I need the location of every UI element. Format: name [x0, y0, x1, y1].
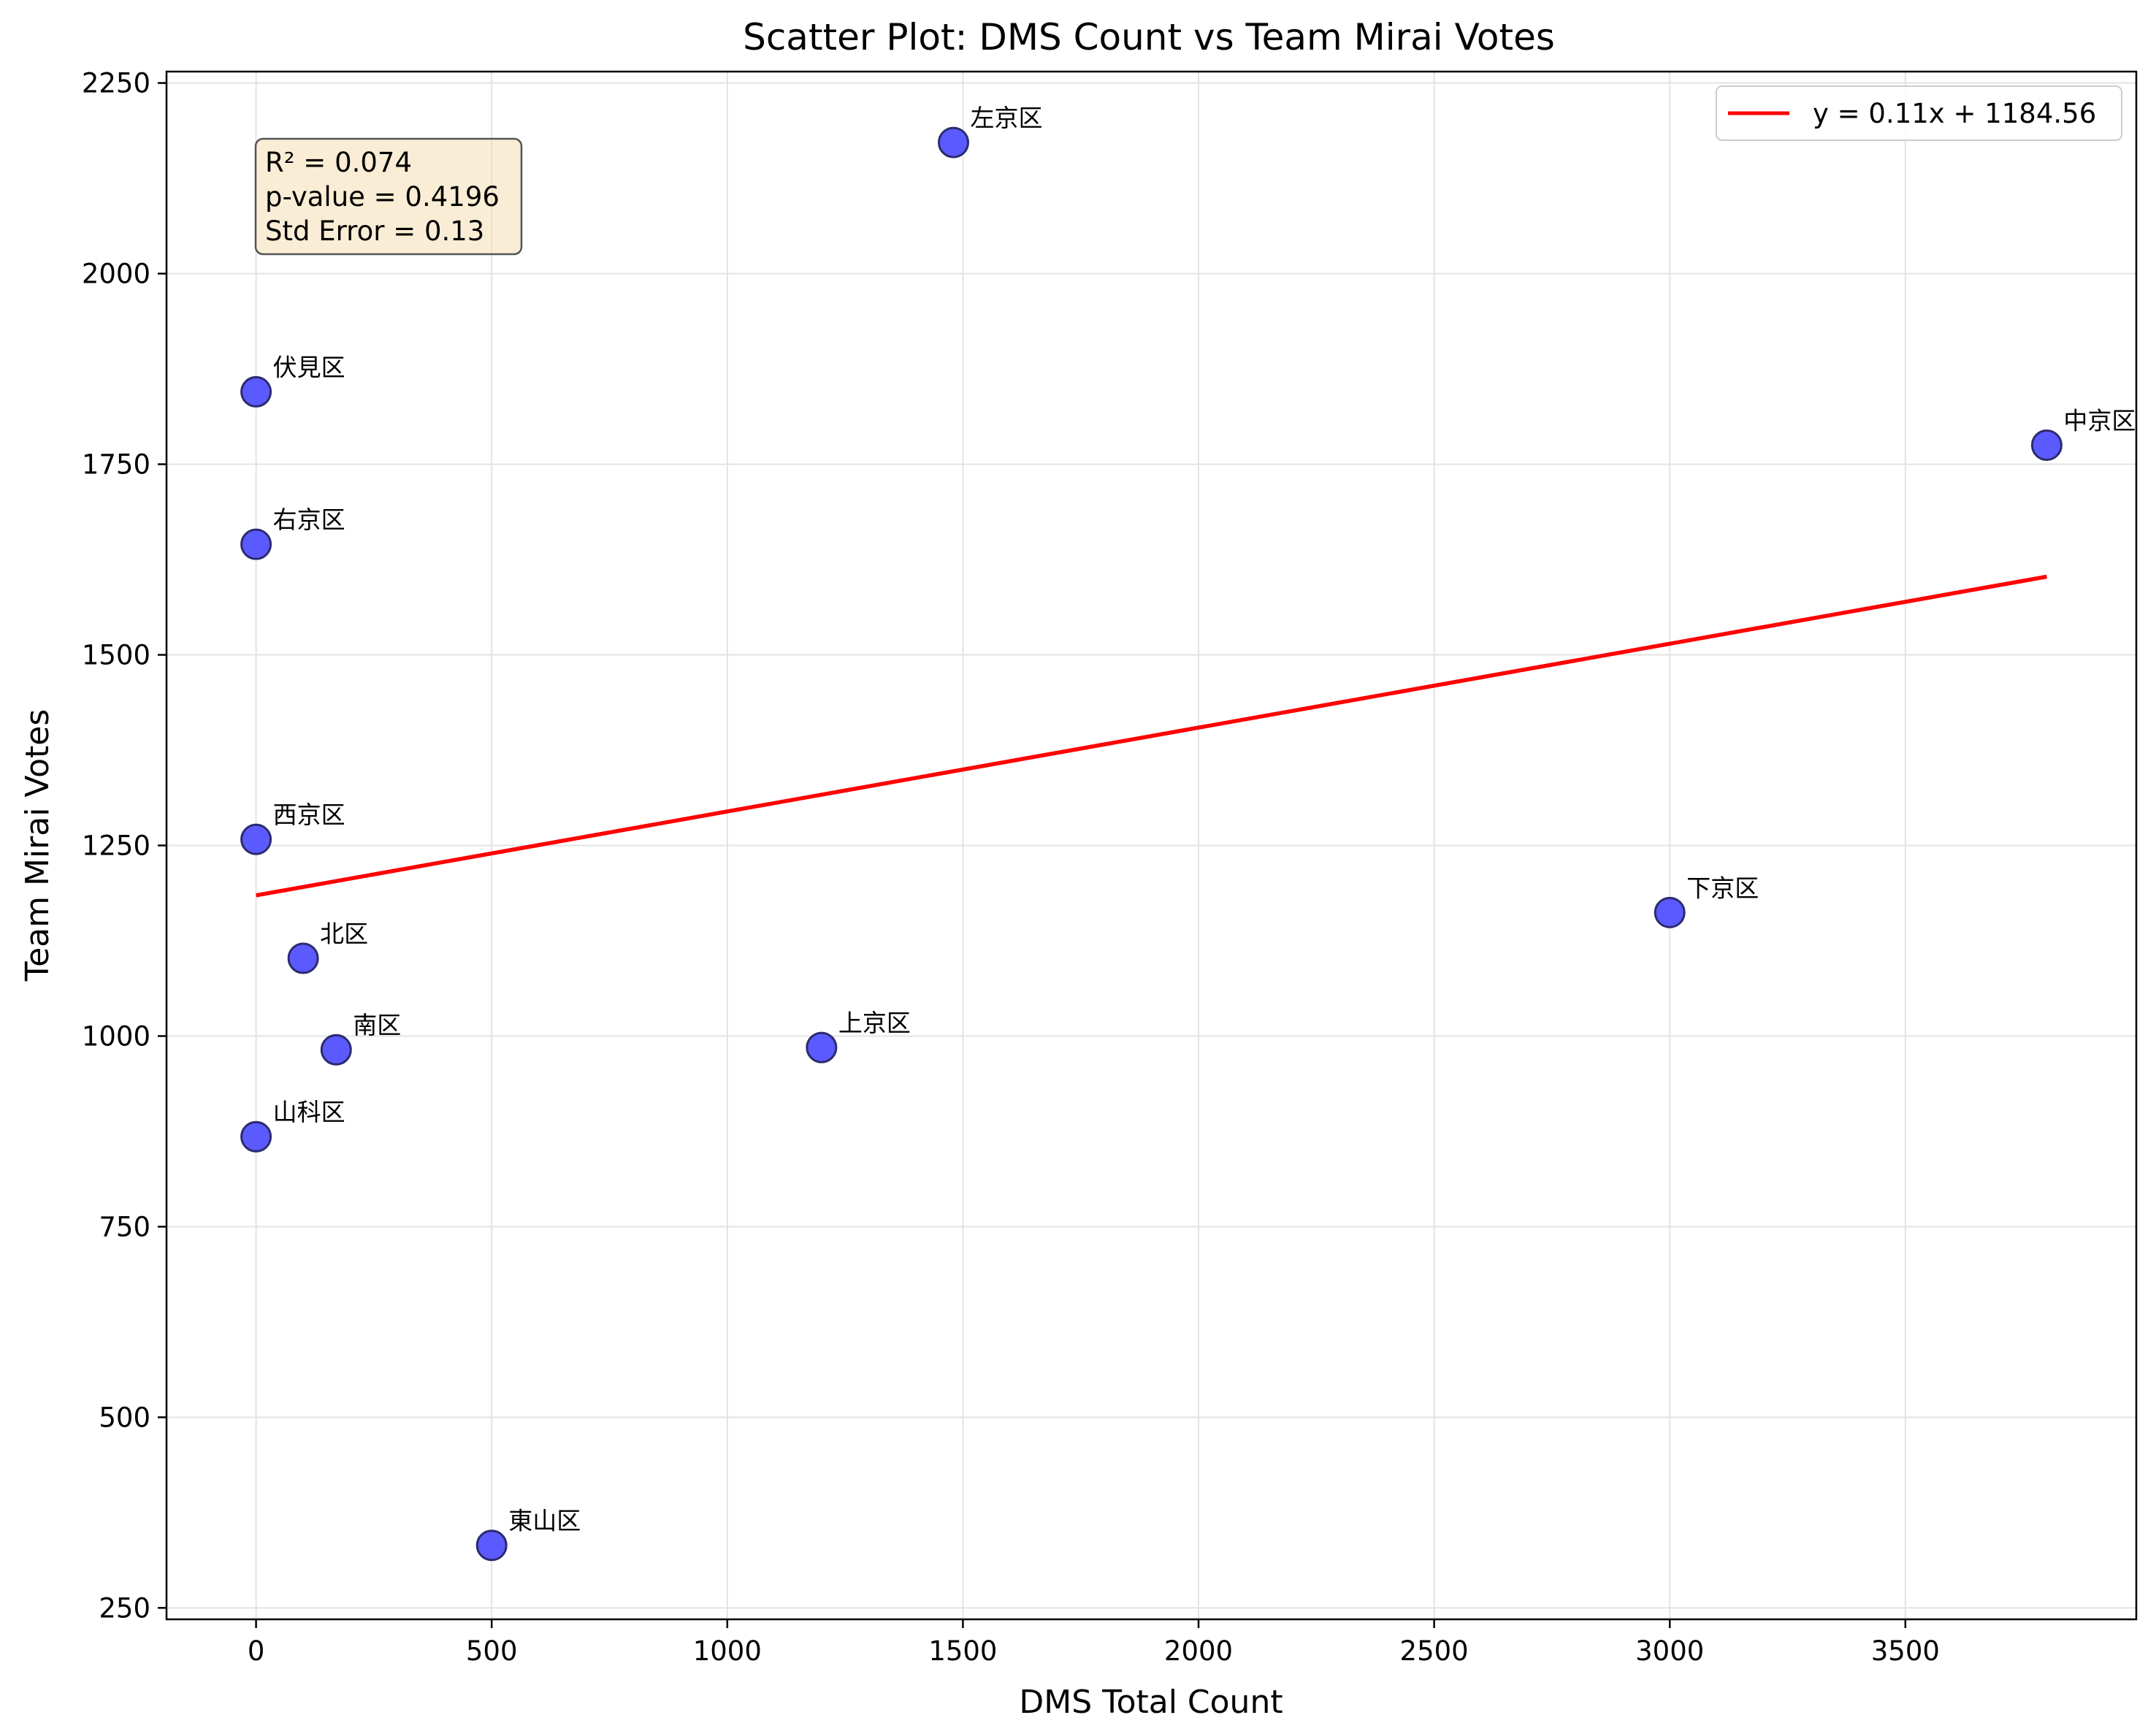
point-label: 右京区 [273, 505, 345, 534]
x-tick-label: 0 [248, 1635, 265, 1667]
data-point [240, 1120, 272, 1153]
stats-r-squared: R² = 0.074 [265, 147, 412, 178]
data-points [240, 126, 2063, 1562]
data-point [806, 1031, 838, 1063]
x-tick-label: 1000 [693, 1635, 762, 1667]
data-point [1654, 896, 1686, 928]
x-axis-label: DMS Total Count [1019, 1684, 1282, 1721]
y-tick-label: 1250 [82, 830, 150, 862]
data-point [240, 528, 272, 560]
data-point [240, 823, 272, 855]
y-axis-ticks: 250 500 750 1000 1250 1500 1750 2000 2250 [82, 68, 167, 1624]
y-axis-label: Team Mirai Votes [19, 709, 56, 982]
x-tick-label: 3500 [1871, 1635, 1940, 1667]
stats-p-value: p-value = 0.4196 [265, 181, 500, 213]
point-label: 東山区 [508, 1507, 581, 1535]
point-label: 下京区 [1686, 874, 1759, 902]
x-tick-label: 500 [466, 1635, 518, 1667]
point-label: 伏見区 [273, 353, 345, 381]
x-tick-label: 2500 [1400, 1635, 1469, 1667]
y-tick-label: 1750 [82, 449, 150, 481]
regression-line-layer [256, 574, 2047, 898]
y-tick-label: 2250 [82, 68, 150, 99]
legend-frame [1716, 85, 2122, 141]
x-tick-label: 3000 [1635, 1635, 1704, 1667]
grid-lines [167, 72, 2136, 1619]
y-tick-label: 250 [99, 1592, 150, 1624]
x-tick-label: 2000 [1164, 1635, 1233, 1667]
data-point [240, 375, 272, 408]
chart-title: Scatter Plot: DMS Count vs Team Mirai Vo… [743, 16, 1555, 58]
data-point [2030, 429, 2063, 461]
point-label: 山科区 [273, 1098, 345, 1126]
point-label: 左京区 [971, 104, 1043, 132]
point-label: 上京区 [838, 1009, 911, 1037]
stats-std-error: Std Error = 0.13 [265, 215, 484, 247]
point-label: 南区 [353, 1011, 401, 1039]
data-point [320, 1034, 352, 1066]
stats-box-background [254, 137, 523, 256]
legend-label: y = 0.11x + 1184.56 [1813, 98, 2096, 129]
legend: y = 0.11x + 1184.56 [1716, 85, 2122, 141]
stats-box: R² = 0.074 p-value = 0.4196 Std Error = … [254, 137, 523, 256]
data-point [475, 1529, 508, 1562]
y-tick-label: 1000 [82, 1020, 150, 1052]
x-axis-ticks: 0 500 1000 1500 2000 2500 3000 3500 [248, 1619, 1940, 1667]
y-tick-label: 1500 [82, 640, 150, 671]
point-label: 北区 [320, 920, 368, 948]
point-label: 西京区 [273, 801, 345, 829]
y-tick-label: 2000 [82, 259, 150, 290]
data-point [287, 942, 319, 974]
regression-line [256, 574, 2047, 898]
data-point [938, 126, 970, 158]
x-tick-label: 1500 [928, 1635, 997, 1667]
y-tick-label: 500 [99, 1402, 150, 1433]
y-tick-label: 750 [99, 1211, 150, 1242]
point-label: 中京区 [2063, 406, 2136, 435]
